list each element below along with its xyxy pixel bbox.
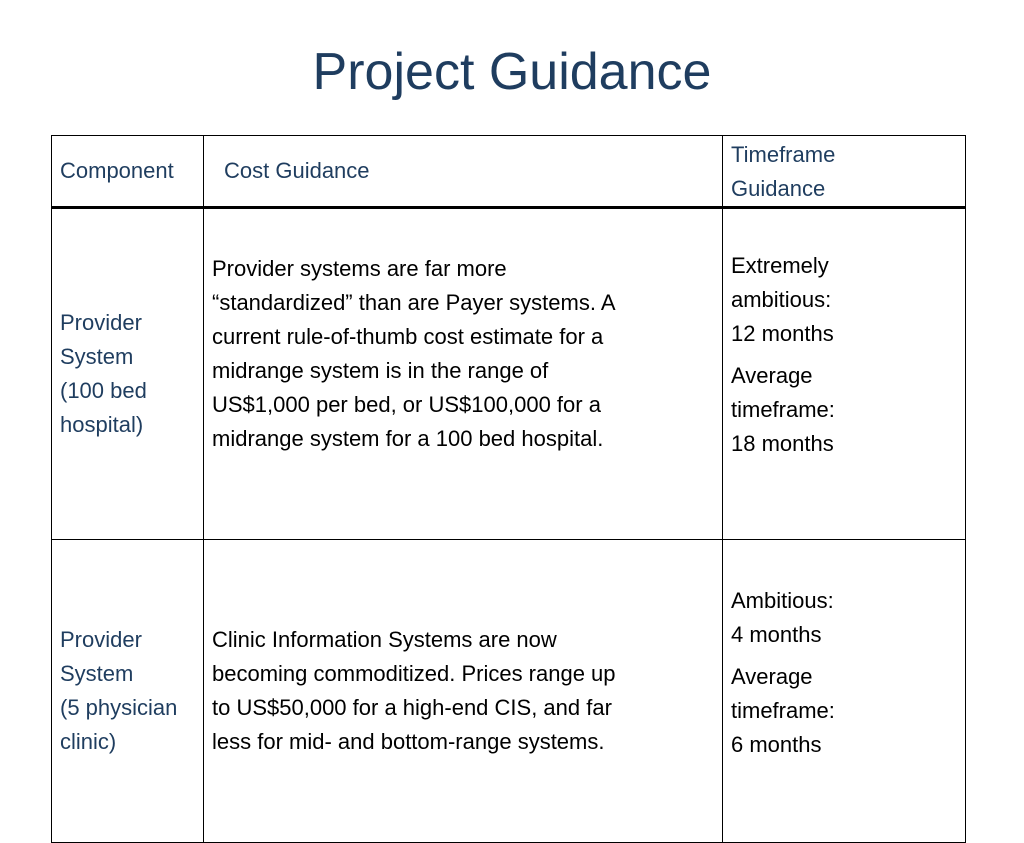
timeframe-line: Extremely [731, 253, 829, 278]
table-header-row: Component Cost Guidance Timeframe Guidan… [51, 135, 966, 209]
timeframe-guidance-cell: Ambitious: 4 months Average timeframe: 6… [722, 539, 966, 843]
project-guidance-table: Component Cost Guidance Timeframe Guidan… [51, 135, 966, 843]
timeframe-line: timeframe: [731, 397, 835, 422]
header-component: Component [51, 135, 204, 209]
cost-line: US$1,000 per bed, or US$100,000 for a [212, 392, 601, 417]
timeframe-line: Average [731, 664, 813, 689]
timeframe-line: 18 months [731, 431, 834, 456]
cost-line: Clinic Information Systems are now [212, 627, 557, 652]
timeframe-line: Ambitious: [731, 588, 834, 613]
cost-line: less for mid- and bottom-range systems. [212, 729, 605, 754]
cost-line: Provider systems are far more [212, 256, 507, 281]
cost-line: “standardized” than are Payer systems. A [212, 290, 616, 315]
component-line: System [60, 661, 134, 686]
header-timeframe-guidance: Timeframe Guidance [722, 135, 966, 209]
timeframe-ambitious: Extremely ambitious: 12 months [731, 249, 957, 351]
cost-line: becoming commoditized. Prices range up [212, 661, 616, 686]
component-line: clinic) [60, 729, 117, 754]
timeframe-line: ambitious: [731, 287, 832, 312]
cost-line: current rule-of-thumb cost estimate for … [212, 324, 604, 349]
component-line: (100 bed [60, 378, 147, 403]
header-timeframe-line-1: Timeframe [731, 142, 836, 167]
component-line: hospital) [60, 412, 144, 437]
timeframe-line: 4 months [731, 622, 822, 647]
header-cost-guidance: Cost Guidance [203, 135, 723, 209]
component-line: Provider [60, 627, 142, 652]
component-line: Provider [60, 310, 142, 335]
timeframe-line: 12 months [731, 321, 834, 346]
cost-guidance-cell: Clinic Information Systems are now becom… [203, 539, 723, 843]
component-line: (5 physician [60, 695, 178, 720]
cost-line: midrange system for a 100 bed hospital. [212, 426, 604, 451]
slide-title: Project Guidance [312, 43, 712, 101]
timeframe-average: Average timeframe: 18 months [731, 359, 957, 461]
table-row: Provider System (100 bed hospital) Provi… [51, 207, 966, 540]
cost-line: to US$50,000 for a high-end CIS, and far [212, 695, 612, 720]
cost-line: midrange system is in the range of [212, 358, 549, 383]
cost-guidance-cell: Provider systems are far more “standardi… [203, 207, 723, 540]
component-cell: Provider System (5 physician clinic) [51, 539, 204, 843]
component-line: System [60, 344, 134, 369]
component-cell: Provider System (100 bed hospital) [51, 207, 204, 540]
table-row: Provider System (5 physician clinic) Cli… [51, 539, 966, 843]
header-timeframe-line-2: Guidance [731, 176, 826, 201]
timeframe-line: timeframe: [731, 698, 835, 723]
timeframe-line: Average [731, 363, 813, 388]
timeframe-average: Average timeframe: 6 months [731, 660, 957, 762]
timeframe-ambitious: Ambitious: 4 months [731, 584, 957, 652]
timeframe-line: 6 months [731, 732, 822, 757]
timeframe-guidance-cell: Extremely ambitious: 12 months Average t… [722, 207, 966, 540]
